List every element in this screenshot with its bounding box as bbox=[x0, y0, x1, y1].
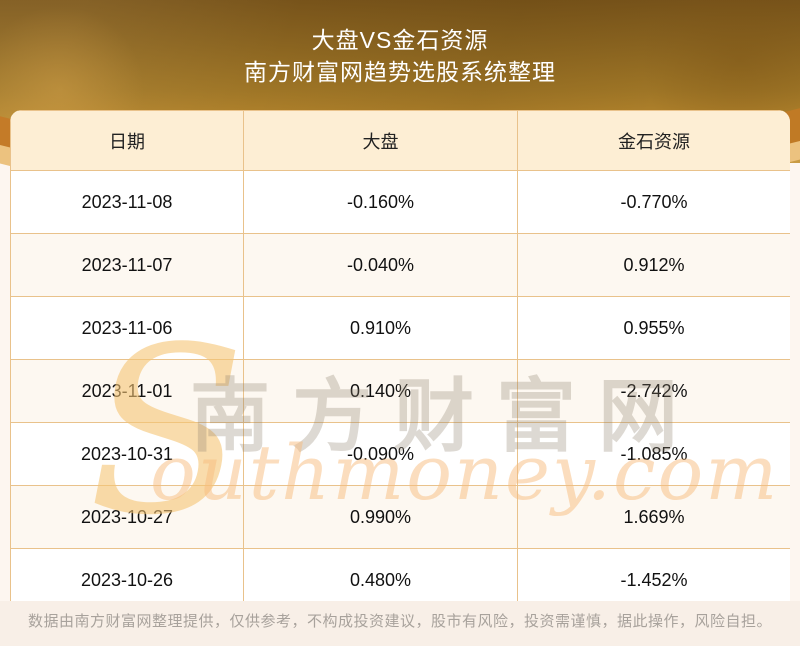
table-header-row: 日期 大盘 金石资源 bbox=[10, 110, 790, 171]
table-cell: 2023-11-06 bbox=[10, 296, 244, 360]
header-titles: 大盘VS金石资源 南方财富网趋势选股系统整理 bbox=[0, 25, 800, 89]
table-cell: -1.085% bbox=[517, 422, 790, 486]
column-header: 金石资源 bbox=[517, 110, 790, 171]
table-cell: 2023-10-31 bbox=[10, 422, 244, 486]
page-subtitle: 南方财富网趋势选股系统整理 bbox=[244, 59, 556, 85]
table-cell: -0.040% bbox=[243, 233, 518, 297]
table-cell: -0.770% bbox=[517, 170, 790, 234]
data-table: 日期 大盘 金石资源 2023-11-08 -0.160% -0.770% 2023-11… bbox=[10, 110, 790, 612]
table-row: 2023-11-08 -0.160% -0.770% bbox=[10, 170, 790, 234]
table-cell: 0.140% bbox=[243, 359, 518, 423]
table-cell: 2023-11-01 bbox=[10, 359, 244, 423]
table-row: 2023-10-31 -0.090% -1.085% bbox=[10, 422, 790, 486]
table-cell: 2023-11-08 bbox=[10, 170, 244, 234]
comparison-table: 日期 大盘 金石资源 2023-11-08 -0.160% -0.770% 2023-11… bbox=[10, 110, 790, 612]
column-header: 日期 bbox=[10, 110, 244, 171]
table-cell: 1.669% bbox=[517, 485, 790, 549]
table-cell: 0.990% bbox=[243, 485, 518, 549]
column-header: 大盘 bbox=[243, 110, 518, 171]
table-cell: 0.912% bbox=[517, 233, 790, 297]
table-cell: 0.910% bbox=[243, 296, 518, 360]
table-cell: -0.160% bbox=[243, 170, 518, 234]
page-title: 大盘VS金石资源 bbox=[311, 27, 489, 53]
table-cell: -2.742% bbox=[517, 359, 790, 423]
table-cell: 0.955% bbox=[517, 296, 790, 360]
table-row: 2023-11-07 -0.040% 0.912% bbox=[10, 233, 790, 297]
table-row: 2023-11-01 0.140% -2.742% bbox=[10, 359, 790, 423]
table-cell: 2023-10-27 bbox=[10, 485, 244, 549]
footer: 数据由南方财富网整理提供，仅供参考，不构成投资建议，股市有风险，投资需谨慎，据此… bbox=[0, 601, 800, 646]
disclaimer-text: 数据由南方财富网整理提供，仅供参考，不构成投资建议，股市有风险，投资需谨慎，据此… bbox=[27, 613, 772, 630]
table-row: 2023-11-06 0.910% 0.955% bbox=[10, 296, 790, 360]
table-row: 2023-10-27 0.990% 1.669% bbox=[10, 485, 790, 549]
table-cell: -0.090% bbox=[243, 422, 518, 486]
table-cell: 2023-11-07 bbox=[10, 233, 244, 297]
